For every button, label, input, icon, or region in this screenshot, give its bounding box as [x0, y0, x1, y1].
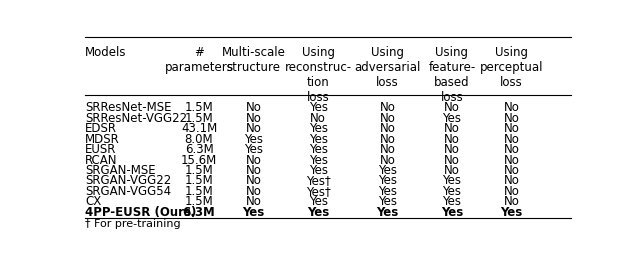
Text: Yes: Yes: [308, 143, 328, 156]
Text: No: No: [380, 154, 396, 167]
Text: Yes: Yes: [378, 185, 397, 198]
Text: No: No: [504, 122, 520, 135]
Text: No: No: [504, 154, 520, 167]
Text: Yes: Yes: [442, 195, 461, 208]
Text: Yes: Yes: [243, 206, 265, 219]
Text: Yes: Yes: [308, 154, 328, 167]
Text: 1.5M: 1.5M: [185, 195, 213, 208]
Text: No: No: [246, 101, 262, 114]
Text: Models: Models: [85, 46, 127, 60]
Text: #
parameters: # parameters: [164, 46, 234, 74]
Text: No: No: [380, 133, 396, 146]
Text: Yes: Yes: [308, 195, 328, 208]
Text: Yes: Yes: [244, 133, 263, 146]
Text: No: No: [246, 174, 262, 187]
Text: Yes: Yes: [308, 133, 328, 146]
Text: Yes: Yes: [442, 112, 461, 125]
Text: 43.1M: 43.1M: [181, 122, 217, 135]
Text: No: No: [444, 133, 460, 146]
Text: No: No: [504, 174, 520, 187]
Text: No: No: [504, 164, 520, 177]
Text: No: No: [246, 195, 262, 208]
Text: MDSR: MDSR: [85, 133, 120, 146]
Text: No: No: [504, 101, 520, 114]
Text: CX: CX: [85, 195, 101, 208]
Text: 4PP-EUSR (Ours): 4PP-EUSR (Ours): [85, 206, 196, 219]
Text: 1.5M: 1.5M: [185, 164, 213, 177]
Text: No: No: [444, 164, 460, 177]
Text: Yes: Yes: [308, 164, 328, 177]
Text: 1.5M: 1.5M: [185, 112, 213, 125]
Text: Yes: Yes: [441, 206, 463, 219]
Text: Using
reconstruc-
tion
loss: Using reconstruc- tion loss: [285, 46, 351, 104]
Text: No: No: [444, 122, 460, 135]
Text: No: No: [380, 101, 396, 114]
Text: No: No: [380, 112, 396, 125]
Text: Yes: Yes: [378, 164, 397, 177]
Text: Yes: Yes: [378, 195, 397, 208]
Text: 6.3M: 6.3M: [185, 143, 213, 156]
Text: No: No: [246, 164, 262, 177]
Text: SRResNet-MSE: SRResNet-MSE: [85, 101, 172, 114]
Text: No: No: [246, 185, 262, 198]
Text: Yes†: Yes†: [306, 185, 330, 198]
Text: 1.5M: 1.5M: [185, 185, 213, 198]
Text: No: No: [504, 143, 520, 156]
Text: Yes: Yes: [376, 206, 399, 219]
Text: No: No: [444, 154, 460, 167]
Text: Using
feature-
based
loss: Using feature- based loss: [428, 46, 476, 104]
Text: No: No: [504, 185, 520, 198]
Text: No: No: [444, 143, 460, 156]
Text: SRGAN-VGG22: SRGAN-VGG22: [85, 174, 172, 187]
Text: No: No: [310, 112, 326, 125]
Text: No: No: [246, 154, 262, 167]
Text: Yes†: Yes†: [306, 174, 330, 187]
Text: Using
adversarial
loss: Using adversarial loss: [355, 46, 420, 89]
Text: 1.5M: 1.5M: [185, 101, 213, 114]
Text: No: No: [444, 101, 460, 114]
Text: 1.5M: 1.5M: [185, 174, 213, 187]
Text: Yes: Yes: [500, 206, 523, 219]
Text: Using
perceptual
loss: Using perceptual loss: [480, 46, 543, 89]
Text: No: No: [504, 133, 520, 146]
Text: No: No: [504, 195, 520, 208]
Text: Yes: Yes: [244, 143, 263, 156]
Text: Multi-scale
structure: Multi-scale structure: [221, 46, 285, 74]
Text: RCAN: RCAN: [85, 154, 118, 167]
Text: No: No: [380, 143, 396, 156]
Text: Yes: Yes: [378, 174, 397, 187]
Text: Yes: Yes: [442, 174, 461, 187]
Text: EDSR: EDSR: [85, 122, 117, 135]
Text: SRGAN-VGG54: SRGAN-VGG54: [85, 185, 171, 198]
Text: Yes: Yes: [442, 185, 461, 198]
Text: No: No: [246, 112, 262, 125]
Text: 8.0M: 8.0M: [185, 133, 213, 146]
Text: No: No: [504, 112, 520, 125]
Text: Yes: Yes: [308, 122, 328, 135]
Text: 6.3M: 6.3M: [182, 206, 216, 219]
Text: SRResNet-VGG22: SRResNet-VGG22: [85, 112, 187, 125]
Text: Yes: Yes: [308, 101, 328, 114]
Text: SRGAN-MSE: SRGAN-MSE: [85, 164, 156, 177]
Text: No: No: [246, 122, 262, 135]
Text: No: No: [380, 122, 396, 135]
Text: 15.6M: 15.6M: [181, 154, 217, 167]
Text: † For pre-training: † For pre-training: [85, 219, 180, 229]
Text: EUSR: EUSR: [85, 143, 116, 156]
Text: Yes: Yes: [307, 206, 329, 219]
